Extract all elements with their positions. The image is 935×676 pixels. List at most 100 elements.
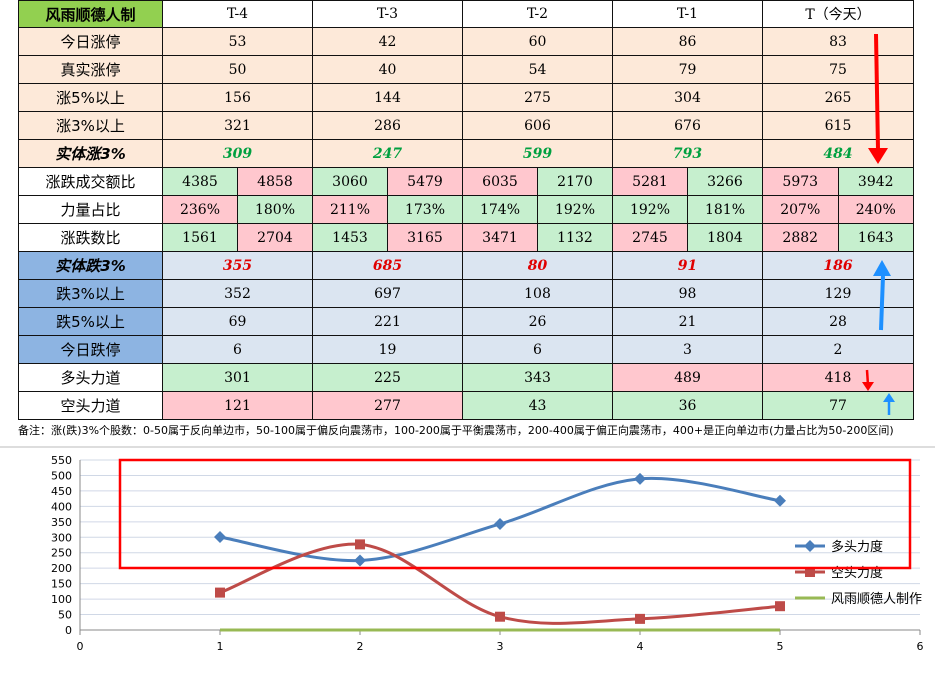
row-label: 涨5%以上 [18,84,163,112]
row-label: 力量占比 [18,196,163,224]
data-point [215,587,225,598]
table-cell: 236% [163,196,238,224]
table-cell: 60 [463,28,613,56]
table-cell: 192% [538,196,613,224]
table-cell: 40 [313,56,463,84]
x-tick-label: 1 [217,640,224,653]
y-tick-label: 400 [51,500,72,513]
table-cell: 69 [163,308,313,336]
table-row: 今日涨停 53 42 60 86 83 [18,28,935,56]
header-cell: T（今天） [763,0,914,28]
table-cell: 3266 [688,168,763,196]
table-cell: 343 [463,364,613,392]
table-cell: 192% [613,196,688,224]
data-point [354,554,366,567]
table-cell: 4858 [238,168,313,196]
table-cell: 697 [313,280,463,308]
table-cell: 4385 [163,168,238,196]
table-cell: 180% [238,196,313,224]
chart-svg: 0 50 100 150 200 250 300 350 400 450 500 550 0 1 2 3 4 5 6… [0,446,935,653]
table-row: 涨5%以上 156 144 275 304 265 [18,84,935,112]
table-cell: 75 [763,56,914,84]
line-chart: 0 50 100 150 200 250 300 350 400 450 500 550 0 1 2 3 4 5 6… [0,446,935,672]
table-cell: 181% [688,196,763,224]
table-cell: 615 [763,112,914,140]
table-cell: 275 [463,84,613,112]
table-cell: 321 [163,112,313,140]
table-cell: 277 [313,392,463,420]
table-row: 涨跌成交额比 4385 4858 3060 5479 6035 2170 5281 3266 59… [18,168,935,196]
table-cell: 489 [613,364,763,392]
table-cell: 1804 [688,224,763,252]
table-cell: 5973 [763,168,839,196]
table-cell: 685 [313,252,463,280]
data-point [635,613,645,624]
table-row: 多头力道 301 225 343 489 418 [18,364,935,392]
table-cell: 6035 [463,168,538,196]
table-cell: 3165 [388,224,463,252]
table-cell: 2170 [538,168,613,196]
table-cell: 265 [763,84,914,112]
y-tick-label: 450 [51,485,72,498]
table-cell: 3942 [838,168,914,196]
header-cell: T-1 [613,0,763,28]
table-cell: 1453 [313,224,388,252]
x-tick-label: 0 [77,640,84,653]
table-cell: 173% [388,196,463,224]
table-cell: 5479 [388,168,463,196]
table-cell: 19 [313,336,463,364]
header-cell: T-4 [163,0,313,28]
table-cell: 301 [163,364,313,392]
header-cell: 风雨顺德人制 [18,0,163,28]
table-cell: 26 [463,308,613,336]
table-cell: 599 [463,140,613,168]
data-point [494,517,506,530]
table-cell: 53 [163,28,313,56]
y-tick-label: 50 [58,609,72,622]
row-label: 空头力道 [18,392,163,420]
y-tick-label: 200 [51,562,72,575]
y-tick-label: 550 [51,454,72,467]
table-cell: 50 [163,56,313,84]
table-row: 风雨顺德人制 T-4 T-3 T-2 T-1 T（今天） [18,0,935,28]
data-point [634,472,646,485]
table-cell: 207% [763,196,839,224]
x-tick-label: 2 [357,640,364,653]
row-label: 涨跌成交额比 [18,168,163,196]
y-tick-label: 250 [51,547,72,560]
table-cell: 352 [163,280,313,308]
table-row: 真实涨停 50 40 54 79 75 [18,56,935,84]
legend-marker [805,567,815,577]
table-cell: 6 [463,336,613,364]
table-cell: 79 [613,56,763,84]
data-point [495,611,505,622]
y-tick-label: 0 [65,624,72,637]
table-cell: 2745 [613,224,688,252]
table-cell: 221 [313,308,463,336]
y-tick-label: 300 [51,531,72,544]
table-cell: 43 [463,392,613,420]
row-label: 多头力道 [18,364,163,392]
table-cell: 54 [463,56,613,84]
table-cell: 77 [763,392,914,420]
table-row: 跌3%以上 352 697 108 98 129 [18,280,935,308]
table-cell: 1132 [538,224,613,252]
header-cell: T-3 [313,0,463,28]
y-tick-label: 150 [51,578,72,591]
x-tick-label: 3 [497,640,504,653]
footnote: 备注：涨(跌)3%个股数：0-50属于反向单边市，50-100属于偏反向震荡市，… [18,424,894,437]
table-cell: 225 [313,364,463,392]
table-cell: 2704 [238,224,313,252]
data-point [214,530,226,543]
y-tick-label: 350 [51,516,72,529]
data-point [355,539,365,550]
row-label: 实体涨3% [18,140,163,168]
table-cell: 355 [163,252,313,280]
table-row: 空头力道 121 277 43 36 77 [18,392,935,420]
table-cell: 304 [613,84,763,112]
table-cell: 211% [313,196,388,224]
table-cell: 129 [763,280,914,308]
table-cell: 247 [313,140,463,168]
row-label: 实体跌3% [18,252,163,280]
table-cell: 484 [763,140,914,168]
